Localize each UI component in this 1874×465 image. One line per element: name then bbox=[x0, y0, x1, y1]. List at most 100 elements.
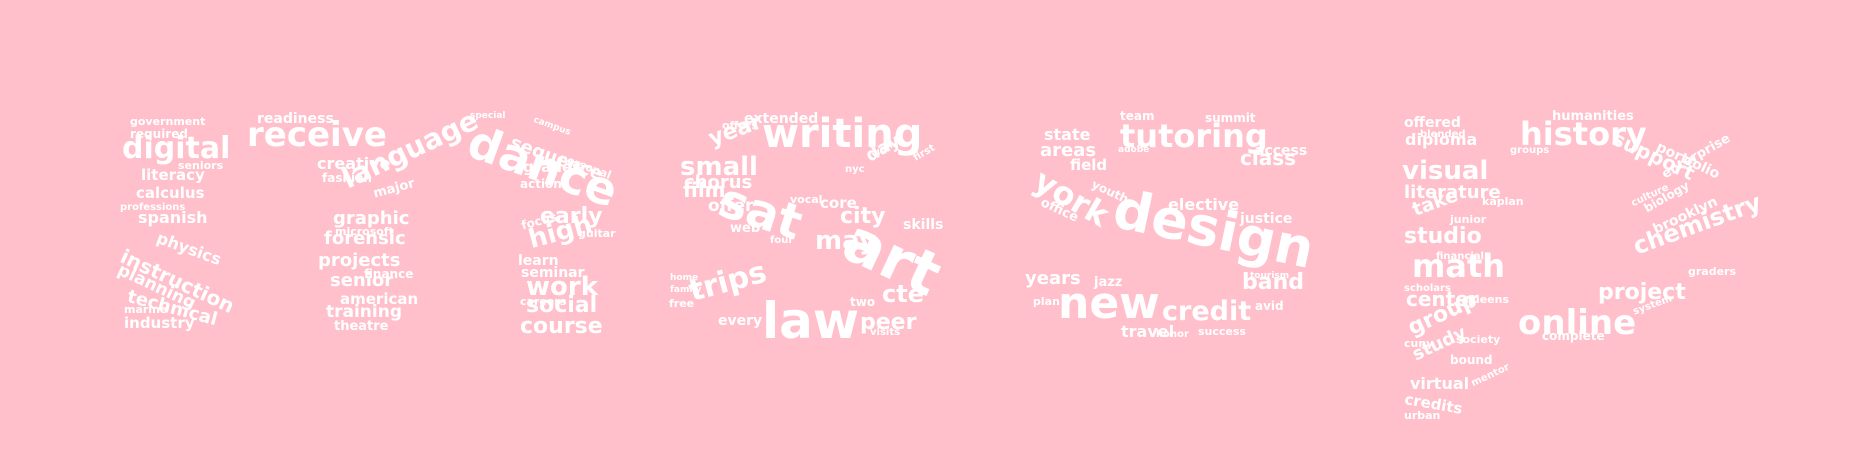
cloud-word: nyc bbox=[845, 164, 865, 175]
cloud-word: online bbox=[1518, 303, 1637, 343]
cloud-word: areas bbox=[1040, 140, 1097, 161]
cloud-word: professions bbox=[120, 202, 186, 213]
cloud-word: web bbox=[730, 221, 761, 236]
cloud-word: trips bbox=[685, 254, 771, 309]
cloud-word: required bbox=[130, 127, 188, 141]
cloud-word: virtual bbox=[1410, 374, 1470, 393]
cloud-word: creative bbox=[317, 154, 391, 173]
cloud-word: kaplan bbox=[1482, 195, 1524, 208]
cloud-word: visual bbox=[1402, 156, 1489, 186]
cloud-word: elective bbox=[1168, 195, 1240, 214]
cloud-word: calculus bbox=[136, 184, 205, 202]
cloud-word: writing bbox=[762, 111, 923, 157]
cloud-word: band bbox=[1242, 270, 1305, 295]
cloud-word: justice bbox=[1240, 211, 1293, 227]
cloud-word: extended bbox=[744, 111, 819, 127]
cloud-word: projects bbox=[318, 250, 401, 271]
cloud-word: seniors bbox=[178, 159, 224, 172]
cloud-word: cuny bbox=[1404, 337, 1434, 350]
cloud-word: offered bbox=[1404, 115, 1461, 131]
cloud-word: urban bbox=[1404, 409, 1441, 422]
cloud-word: theatre bbox=[334, 319, 389, 334]
cloud-word: digital bbox=[122, 131, 231, 166]
cloud-word: campus bbox=[531, 115, 572, 138]
cloud-word: seminar bbox=[521, 265, 585, 281]
cloud-word: industry bbox=[124, 314, 195, 332]
cloud-word: spanish bbox=[138, 208, 208, 227]
cloud-word: blended bbox=[1420, 129, 1466, 140]
cloud-word: skills bbox=[903, 217, 944, 233]
cloud-word: project bbox=[1598, 280, 1686, 305]
cloud-word: chorus bbox=[684, 172, 753, 193]
cloud-word: summit bbox=[1205, 111, 1256, 125]
cloud-word: law bbox=[762, 292, 860, 350]
cloud-word: math bbox=[1412, 247, 1506, 285]
cloud-word: careers bbox=[520, 295, 567, 308]
cloud-word: humanities bbox=[1552, 109, 1634, 124]
cloud-word: years bbox=[1025, 268, 1081, 289]
cloud-word: small bbox=[680, 152, 758, 182]
cloud-word: center bbox=[1406, 287, 1479, 311]
cloud-word: cte bbox=[882, 280, 924, 308]
cloud-word: marine bbox=[124, 303, 168, 316]
cloud-word: adobe bbox=[1118, 145, 1150, 155]
cloud-word: travel bbox=[1121, 322, 1175, 341]
cloud-word: financial bbox=[1436, 251, 1484, 262]
cloud-word: honor bbox=[1156, 329, 1189, 340]
cloud-word: queens bbox=[1464, 293, 1510, 306]
cloud-word: graders bbox=[1688, 265, 1737, 278]
cloud-word: social bbox=[526, 293, 598, 318]
cloud-word: diploma bbox=[1405, 130, 1478, 149]
cloud-word: avid bbox=[1255, 299, 1284, 313]
cloud-word: city bbox=[840, 204, 886, 229]
cloud-word: vocal bbox=[790, 193, 823, 206]
cloud-word: american bbox=[340, 290, 419, 308]
cloud-word: learn bbox=[518, 253, 559, 269]
cloud-word: field bbox=[1070, 156, 1108, 174]
cloud-word: two bbox=[850, 295, 876, 309]
cloud-word: graphic bbox=[333, 208, 410, 229]
cloud-word: team bbox=[1120, 109, 1155, 123]
cloud-word: receive bbox=[247, 115, 387, 155]
cloud-word: early bbox=[540, 204, 603, 229]
cloud-word: literacy bbox=[141, 166, 205, 184]
cloud-word: offers bbox=[722, 119, 758, 132]
cloud-word: society bbox=[1456, 333, 1501, 346]
cloud-word: plan bbox=[1033, 295, 1060, 308]
cloud-word: training bbox=[326, 302, 403, 322]
cloud-word: readiness bbox=[257, 111, 334, 127]
cloud-word: grades bbox=[523, 158, 582, 176]
cloud-word: studio bbox=[1404, 224, 1482, 249]
cloud-word: success bbox=[1198, 325, 1246, 338]
cloud-word: free bbox=[669, 297, 695, 310]
cloud-word: groups bbox=[1510, 145, 1550, 156]
cloud-word: offer bbox=[708, 196, 754, 216]
cloud-word: government bbox=[130, 115, 206, 128]
cloud-word: guitar bbox=[578, 227, 616, 240]
cloud-word: new bbox=[1058, 278, 1160, 329]
cloud-word: course bbox=[520, 314, 603, 339]
cloud-word: complete bbox=[1542, 329, 1605, 343]
cloud-word: forensic bbox=[324, 228, 406, 249]
cloud-word: credit bbox=[1162, 296, 1252, 327]
cloud-word: literature bbox=[1404, 182, 1501, 203]
cloud-word: jazz bbox=[1094, 275, 1123, 290]
cloud-word: family bbox=[670, 285, 702, 295]
cloud-word: visits bbox=[870, 327, 901, 338]
cloud-word: every bbox=[718, 313, 763, 329]
cloud-word: may bbox=[815, 226, 876, 256]
cloud-word: core bbox=[820, 194, 857, 212]
cloud-word: bound bbox=[1450, 353, 1493, 367]
cloud-word: junior bbox=[1450, 213, 1487, 226]
cloud-word: microsoft bbox=[335, 225, 394, 238]
cloud-word: work bbox=[526, 272, 598, 302]
cloud-word: special bbox=[470, 111, 506, 121]
cloud-word: action bbox=[520, 177, 562, 191]
cloud-word: finance bbox=[364, 267, 414, 281]
cloud-word: film bbox=[683, 178, 726, 202]
cloud-word: class bbox=[1240, 146, 1297, 170]
cloud-word: tourism bbox=[1250, 271, 1290, 281]
cloud-word: home bbox=[670, 273, 699, 283]
cloud-word: scholars bbox=[1404, 283, 1451, 294]
